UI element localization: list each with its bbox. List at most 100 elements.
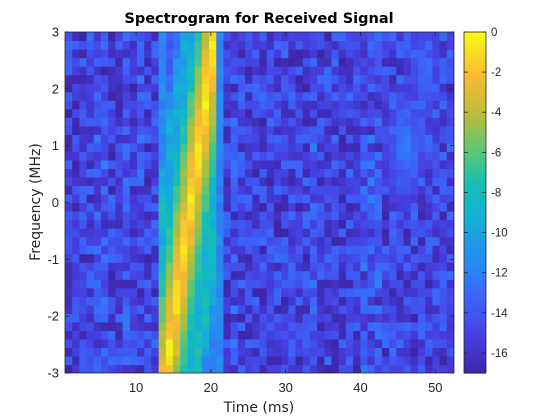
heatmap-cell	[165, 296, 174, 306]
heatmap-cell	[331, 100, 340, 110]
heatmap-cell	[230, 287, 239, 297]
heatmap-cell	[353, 270, 361, 280]
heatmap-cell	[93, 40, 102, 50]
heatmap-cell	[158, 108, 167, 118]
heatmap-cell	[223, 270, 232, 280]
x-tick-label: 40	[353, 380, 367, 395]
heatmap-cell	[410, 245, 419, 255]
heatmap-cell	[72, 228, 80, 238]
heatmap-cell	[129, 32, 138, 42]
heatmap-cell	[396, 159, 405, 170]
heatmap-cell	[410, 117, 419, 127]
heatmap-cell	[324, 151, 333, 161]
heatmap-cell	[93, 117, 102, 127]
colorbar-segment	[464, 290, 486, 295]
heatmap-cell	[79, 134, 88, 144]
heatmap-cell	[137, 211, 145, 221]
heatmap-cell	[353, 159, 361, 170]
heatmap-cell	[353, 117, 361, 127]
heatmap-cell	[410, 287, 419, 297]
heatmap-cell	[86, 253, 95, 263]
heatmap-cell	[209, 83, 217, 93]
heatmap-cell	[331, 185, 340, 195]
heatmap-cell	[273, 49, 282, 59]
heatmap-cell	[101, 236, 109, 246]
heatmap-cell	[439, 364, 448, 373]
heatmap-cell	[417, 57, 426, 67]
heatmap-cell	[259, 100, 268, 110]
heatmap-cell	[288, 142, 297, 152]
heatmap-cell	[360, 347, 369, 357]
heatmap-cell	[360, 330, 369, 340]
heatmap-cell	[410, 168, 419, 178]
heatmap-cell	[338, 91, 347, 101]
heatmap-cell	[367, 219, 376, 229]
heatmap-cell	[374, 347, 383, 357]
heatmap-cell	[129, 202, 138, 212]
heatmap-cell	[302, 151, 311, 161]
heatmap-cell	[439, 253, 448, 263]
heatmap-cell	[173, 32, 181, 42]
heatmap-cell	[216, 125, 225, 135]
heatmap-cell	[266, 151, 275, 161]
heatmap-cell	[446, 57, 454, 67]
heatmap-cell	[295, 279, 304, 289]
heatmap-cell	[79, 185, 88, 195]
heatmap-cell	[122, 364, 131, 373]
colorbar-segment	[464, 34, 486, 39]
heatmap-cell	[115, 83, 124, 93]
colorbar-segment	[464, 321, 486, 326]
heatmap-cell	[122, 347, 131, 357]
heatmap-cell	[72, 236, 80, 246]
heatmap-cell	[230, 219, 239, 229]
heatmap-cell	[252, 304, 261, 314]
heatmap-cell	[432, 151, 441, 161]
heatmap-cell	[252, 151, 261, 161]
heatmap-cell	[324, 142, 333, 152]
heatmap-cell	[331, 117, 340, 127]
heatmap-cell	[165, 279, 174, 289]
colorbar-segment	[464, 176, 486, 181]
heatmap-cell	[165, 185, 174, 195]
heatmap-cell	[389, 236, 397, 246]
colorbar-segment	[464, 32, 486, 36]
heatmap-cell	[353, 108, 361, 118]
heatmap-cell	[158, 355, 167, 366]
heatmap-cell	[295, 108, 304, 118]
heatmap-cell	[72, 57, 80, 67]
heatmap-cell	[72, 40, 80, 50]
heatmap-cell	[396, 83, 405, 93]
heatmap-cell	[345, 236, 354, 246]
heatmap-cell	[353, 202, 361, 212]
heatmap-cell	[281, 151, 289, 161]
heatmap-cell	[425, 313, 433, 323]
heatmap-cell	[101, 279, 109, 289]
heatmap-cell	[367, 236, 376, 246]
heatmap-cell	[245, 245, 253, 255]
heatmap-cell	[115, 236, 124, 246]
heatmap-cell	[259, 168, 268, 178]
heatmap-cell	[309, 321, 318, 331]
heatmap-cell	[223, 168, 232, 178]
heatmap-cell	[273, 296, 282, 306]
heatmap-cell	[324, 364, 333, 373]
heatmap-cell	[158, 117, 167, 127]
heatmap-cell	[281, 228, 289, 238]
heatmap-cell	[345, 83, 354, 93]
heatmap-cell	[302, 262, 311, 272]
colorbar-segment	[464, 148, 486, 152]
heatmap-cell	[245, 321, 253, 331]
heatmap-cell	[209, 253, 217, 263]
heatmap-cell	[72, 100, 80, 110]
heatmap-cell	[338, 83, 347, 93]
heatmap-cell	[309, 49, 318, 59]
heatmap-cell	[446, 100, 454, 110]
heatmap-cell	[266, 100, 275, 110]
heatmap-cell	[173, 313, 181, 323]
heatmap-cell	[93, 74, 102, 84]
heatmap-cell	[266, 142, 275, 152]
heatmap-cell	[338, 168, 347, 178]
heatmap-cell	[252, 91, 261, 101]
heatmap-cell	[345, 66, 354, 76]
heatmap-cell	[353, 40, 361, 50]
